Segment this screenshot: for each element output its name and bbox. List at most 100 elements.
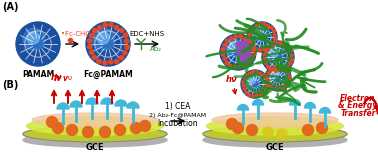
Circle shape bbox=[86, 22, 130, 66]
Text: Electron: Electron bbox=[340, 94, 376, 103]
Text: 1) CEA: 1) CEA bbox=[165, 102, 191, 111]
Wedge shape bbox=[237, 105, 248, 110]
Circle shape bbox=[232, 122, 243, 134]
Circle shape bbox=[248, 76, 256, 84]
Circle shape bbox=[223, 43, 226, 47]
Circle shape bbox=[115, 26, 119, 30]
Wedge shape bbox=[290, 100, 301, 105]
Circle shape bbox=[316, 122, 327, 134]
Circle shape bbox=[223, 57, 226, 60]
Circle shape bbox=[265, 81, 268, 84]
Circle shape bbox=[120, 28, 124, 32]
Circle shape bbox=[67, 124, 77, 136]
Circle shape bbox=[125, 45, 129, 49]
Circle shape bbox=[27, 32, 39, 44]
Circle shape bbox=[97, 59, 101, 63]
Circle shape bbox=[262, 48, 265, 51]
Wedge shape bbox=[70, 101, 82, 107]
Circle shape bbox=[263, 127, 273, 137]
Circle shape bbox=[254, 47, 257, 50]
Circle shape bbox=[272, 41, 275, 44]
Circle shape bbox=[115, 124, 125, 136]
Wedge shape bbox=[319, 107, 330, 113]
Circle shape bbox=[256, 94, 258, 97]
Circle shape bbox=[247, 61, 251, 65]
Circle shape bbox=[270, 26, 273, 29]
Circle shape bbox=[252, 53, 256, 56]
Circle shape bbox=[93, 28, 115, 50]
Circle shape bbox=[282, 67, 284, 70]
Circle shape bbox=[287, 46, 290, 49]
Circle shape bbox=[266, 65, 270, 68]
Circle shape bbox=[115, 59, 119, 63]
Circle shape bbox=[243, 37, 246, 40]
Circle shape bbox=[290, 58, 293, 61]
Circle shape bbox=[92, 55, 96, 60]
Wedge shape bbox=[101, 98, 113, 104]
Circle shape bbox=[259, 23, 262, 25]
Circle shape bbox=[286, 65, 289, 68]
Circle shape bbox=[287, 82, 289, 84]
Wedge shape bbox=[86, 98, 98, 104]
Circle shape bbox=[124, 39, 129, 43]
Circle shape bbox=[274, 69, 277, 72]
Circle shape bbox=[247, 22, 277, 52]
Circle shape bbox=[271, 44, 274, 47]
Circle shape bbox=[225, 61, 229, 65]
Circle shape bbox=[103, 61, 107, 65]
Circle shape bbox=[90, 34, 94, 38]
Text: hν: hν bbox=[226, 75, 238, 84]
Text: & Energy: & Energy bbox=[338, 101, 378, 110]
Circle shape bbox=[263, 74, 265, 77]
Circle shape bbox=[248, 34, 251, 36]
Circle shape bbox=[123, 33, 128, 37]
Circle shape bbox=[262, 41, 294, 73]
Circle shape bbox=[248, 39, 251, 42]
Circle shape bbox=[271, 71, 279, 78]
Text: 2) Ab₂-Fc@PAMAM: 2) Ab₂-Fc@PAMAM bbox=[149, 113, 206, 118]
Circle shape bbox=[82, 127, 93, 137]
Circle shape bbox=[263, 53, 266, 56]
Circle shape bbox=[256, 70, 259, 73]
Circle shape bbox=[123, 51, 127, 55]
Text: GCE: GCE bbox=[266, 144, 284, 153]
Circle shape bbox=[246, 124, 257, 136]
Circle shape bbox=[119, 56, 124, 60]
Circle shape bbox=[274, 38, 277, 41]
Circle shape bbox=[272, 67, 274, 70]
Circle shape bbox=[229, 65, 232, 68]
Ellipse shape bbox=[203, 133, 347, 147]
Circle shape bbox=[245, 91, 248, 94]
Circle shape bbox=[220, 34, 256, 70]
Ellipse shape bbox=[212, 113, 338, 127]
Circle shape bbox=[266, 47, 270, 50]
Circle shape bbox=[278, 87, 281, 90]
Ellipse shape bbox=[203, 126, 347, 142]
Circle shape bbox=[265, 49, 268, 52]
Circle shape bbox=[273, 30, 275, 32]
Circle shape bbox=[249, 41, 253, 44]
Text: GCE: GCE bbox=[86, 144, 104, 153]
Circle shape bbox=[288, 75, 290, 78]
Circle shape bbox=[229, 42, 239, 52]
Circle shape bbox=[266, 85, 268, 87]
Circle shape bbox=[283, 44, 286, 47]
Circle shape bbox=[139, 120, 150, 132]
Circle shape bbox=[16, 22, 60, 66]
Circle shape bbox=[251, 48, 255, 51]
Circle shape bbox=[270, 68, 273, 71]
Circle shape bbox=[252, 95, 254, 97]
Text: (B): (B) bbox=[2, 80, 19, 90]
Circle shape bbox=[225, 39, 229, 43]
Circle shape bbox=[234, 66, 237, 69]
Circle shape bbox=[93, 28, 97, 33]
Circle shape bbox=[243, 88, 246, 90]
Circle shape bbox=[259, 72, 262, 75]
Circle shape bbox=[279, 41, 282, 44]
Circle shape bbox=[266, 24, 269, 27]
Circle shape bbox=[282, 87, 284, 90]
Circle shape bbox=[275, 88, 277, 90]
Circle shape bbox=[242, 81, 245, 83]
Circle shape bbox=[252, 26, 267, 41]
Circle shape bbox=[229, 37, 233, 40]
